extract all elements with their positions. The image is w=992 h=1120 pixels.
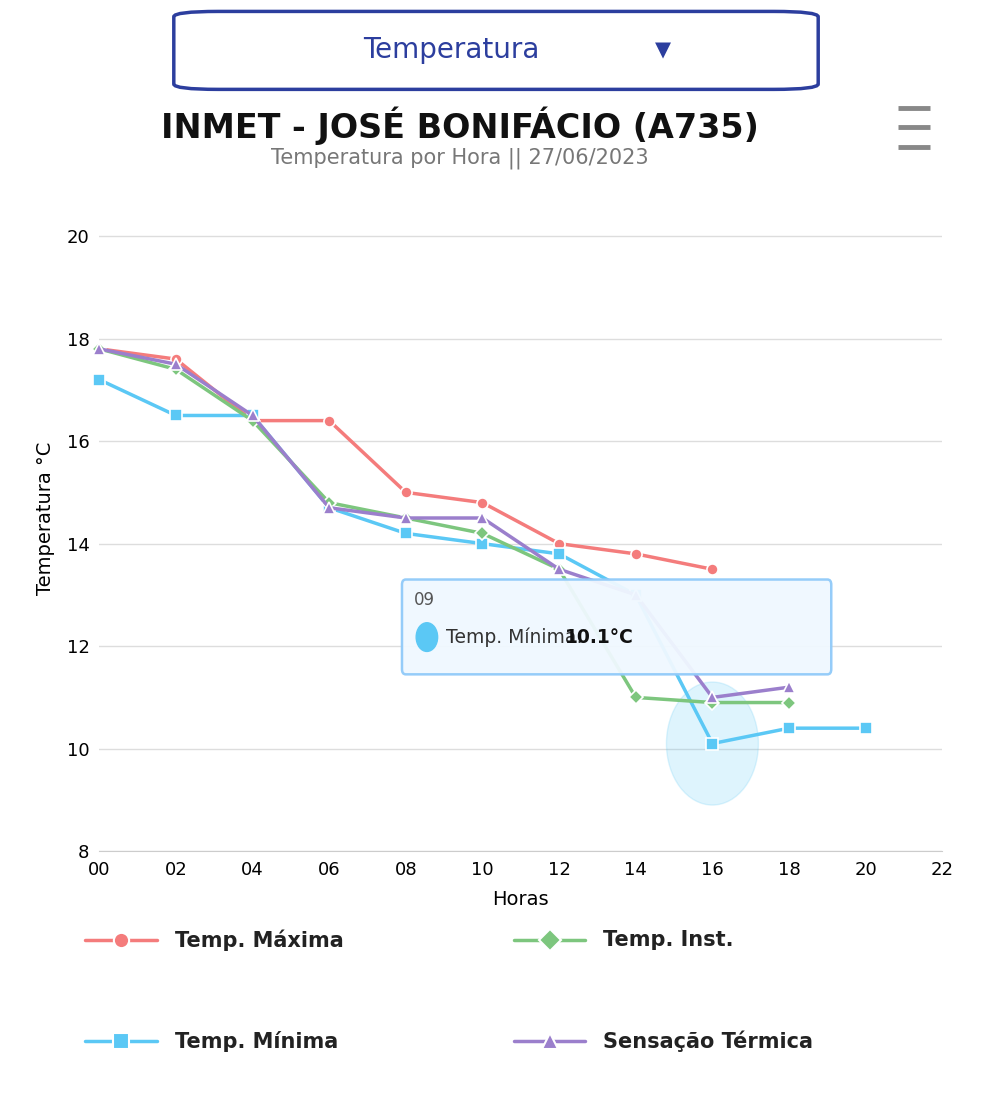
- Text: Sensação Térmica: Sensação Térmica: [603, 1030, 813, 1052]
- Text: Temp. Máxima: Temp. Máxima: [175, 930, 343, 951]
- FancyBboxPatch shape: [174, 11, 818, 90]
- X-axis label: Horas: Horas: [492, 890, 550, 909]
- FancyBboxPatch shape: [402, 579, 831, 674]
- Text: 10.1°C: 10.1°C: [564, 627, 634, 646]
- Circle shape: [417, 623, 437, 652]
- Text: INMET - JOSÉ BONIFÁCIO (A735): INMET - JOSÉ BONIFÁCIO (A735): [161, 106, 759, 144]
- Y-axis label: Temperatura °C: Temperatura °C: [37, 441, 56, 595]
- Text: 09: 09: [414, 590, 434, 609]
- Text: ▼: ▼: [655, 40, 671, 60]
- Circle shape: [667, 682, 759, 805]
- Text: Temp. Mínima: Temp. Mínima: [175, 1030, 338, 1052]
- Text: Temperatura: Temperatura: [363, 37, 540, 65]
- Text: Temperatura por Hora || 27/06/2023: Temperatura por Hora || 27/06/2023: [271, 148, 649, 169]
- Text: Temp. Inst.: Temp. Inst.: [603, 931, 734, 950]
- Text: Temp. Mínima:: Temp. Mínima:: [446, 627, 589, 647]
